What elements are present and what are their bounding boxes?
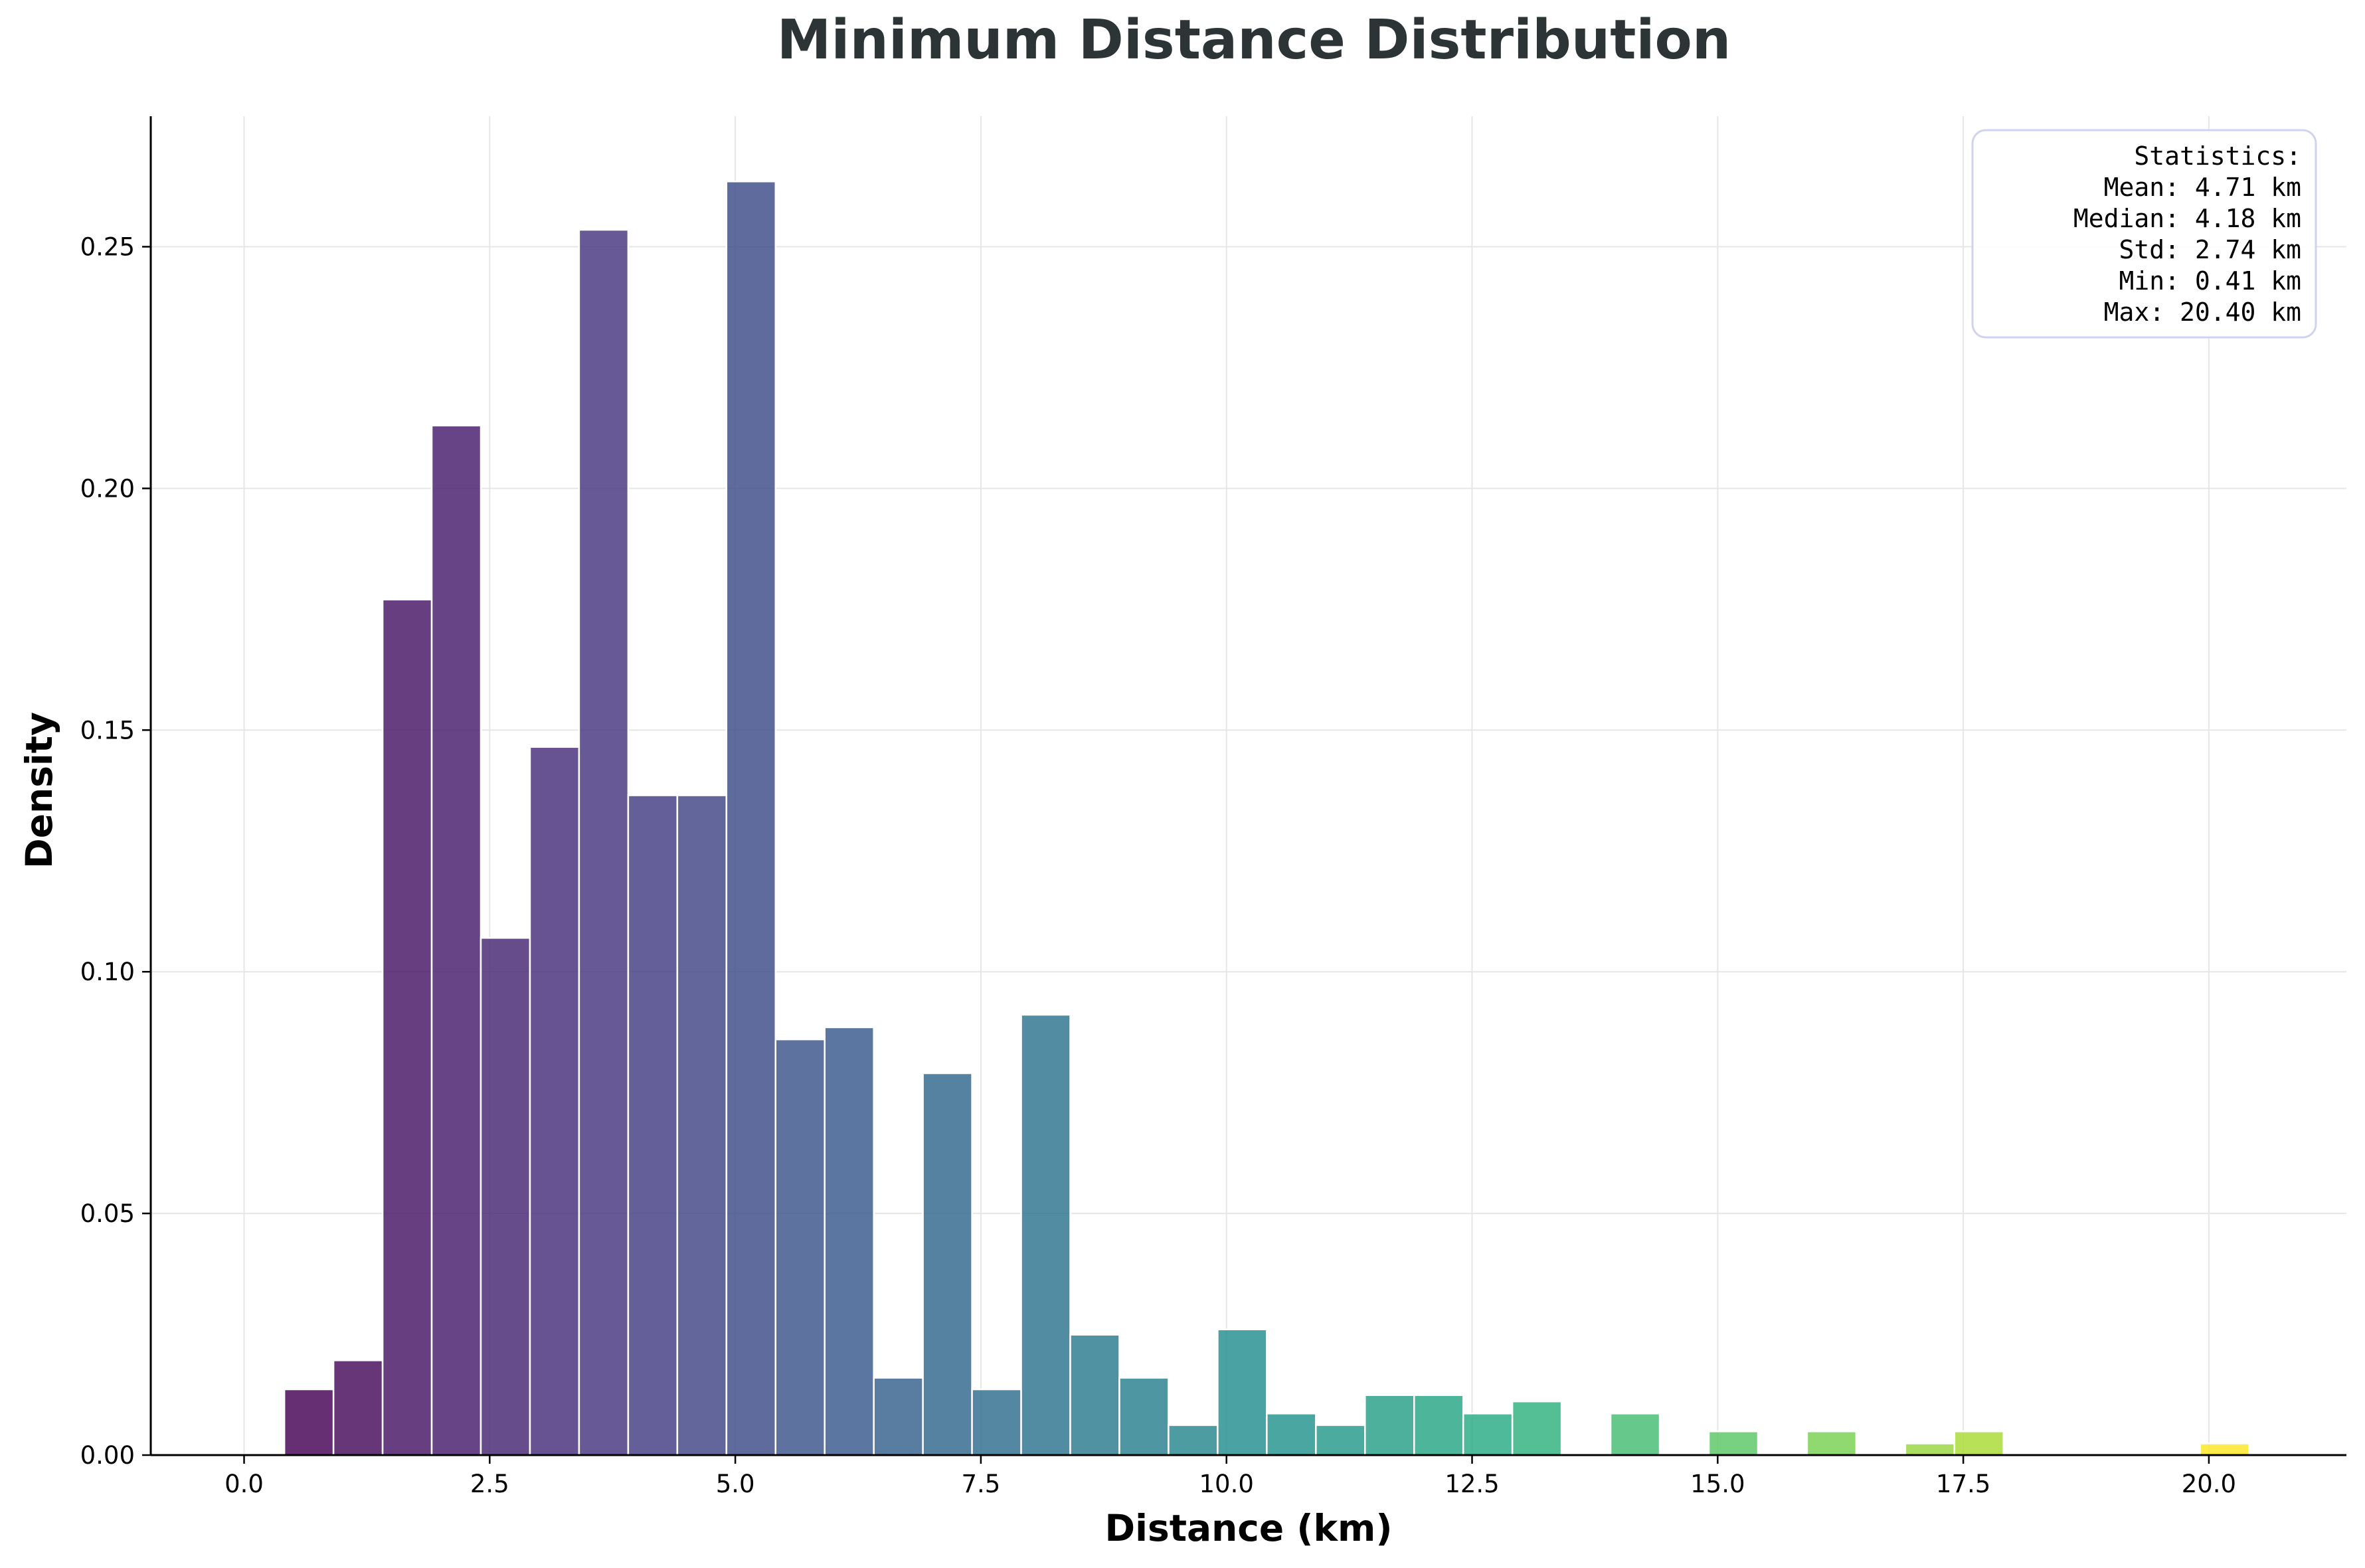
histogram-bar [1020,1013,1071,1456]
histogram-bar [824,1026,875,1456]
histogram-bar [922,1072,973,1456]
y-tick-label: 0.00 [80,1441,135,1470]
statistics-header: Statistics: [2134,141,2301,171]
x-tick-label: 0.0 [224,1470,264,1498]
histogram-bar [1217,1328,1268,1456]
statistics-max: Max: 20.40 km [2104,298,2301,327]
x-axis-ticks: 0.0 2.5 5.0 7.5 10.0 12.5 15.0 17.5 20.0 [224,1455,2236,1498]
statistics-median: Median: 4.18 km [2073,204,2301,233]
chart-title: Minimum Distance Distribution [777,9,1731,72]
histogram-bar [873,1377,924,1456]
statistics-mean: Mean: 4.71 km [2104,173,2301,202]
x-tick-label: 2.5 [470,1470,509,1498]
histogram-bar [1708,1431,1759,1456]
y-tick-label: 0.05 [80,1199,135,1228]
x-axis-label: Distance (km) [1104,1507,1392,1549]
y-tick-label: 0.25 [80,233,135,262]
histogram-bar [1609,1413,1661,1456]
histogram-bar [332,1359,384,1456]
histogram-bar [1462,1413,1514,1456]
y-axis-ticks: 0.00 0.05 0.10 0.15 0.20 0.25 [80,233,151,1470]
histogram-bar [774,1038,826,1456]
statistics-std: Std: 2.74 km [2119,235,2301,264]
histogram-bar [1806,1431,1858,1456]
histogram-bar [676,794,728,1456]
x-tick-label: 15.0 [1690,1470,1745,1498]
histogram-bar [1413,1394,1464,1456]
statistics-min: Min: 0.41 km [2119,266,2301,296]
histogram-bar [1168,1424,1219,1456]
y-tick-label: 0.15 [80,716,135,744]
x-tick-label: 5.0 [716,1470,755,1498]
histogram-bar [2199,1442,2250,1456]
histogram-bar [1315,1424,1366,1456]
y-tick-label: 0.20 [80,474,135,503]
histogram-bars [283,181,2250,1456]
histogram-bar [430,424,482,1456]
x-tick-label: 12.5 [1445,1470,1499,1498]
x-tick-label: 17.5 [1936,1470,1990,1498]
histogram-bar [971,1388,1022,1456]
statistics-box-frame [1971,129,2317,339]
x-tick-label: 7.5 [961,1470,1000,1498]
y-axis-label: Density [18,712,60,869]
histogram-bar [725,181,777,1456]
histogram-bar [1953,1431,2005,1456]
histogram-bar [283,1388,335,1456]
histogram-bar [578,228,630,1456]
y-tick-label: 0.10 [80,958,135,986]
x-tick-label: 20.0 [2182,1470,2236,1498]
histogram-bar [1266,1413,1317,1456]
histogram-bar [1118,1377,1170,1456]
statistics-box: Statistics: Mean: 4.71 km Median: 4.18 k… [1971,129,2317,339]
histogram-bar [1069,1334,1120,1456]
histogram-bar [480,937,531,1456]
histogram-bar [1511,1400,1563,1456]
histogram-bar [1364,1394,1415,1456]
histogram-bar [1904,1442,1956,1456]
histogram-bar [381,598,433,1456]
x-tick-label: 10.0 [1199,1470,1254,1498]
histogram-bar [627,794,679,1456]
histogram-bar [529,746,580,1456]
